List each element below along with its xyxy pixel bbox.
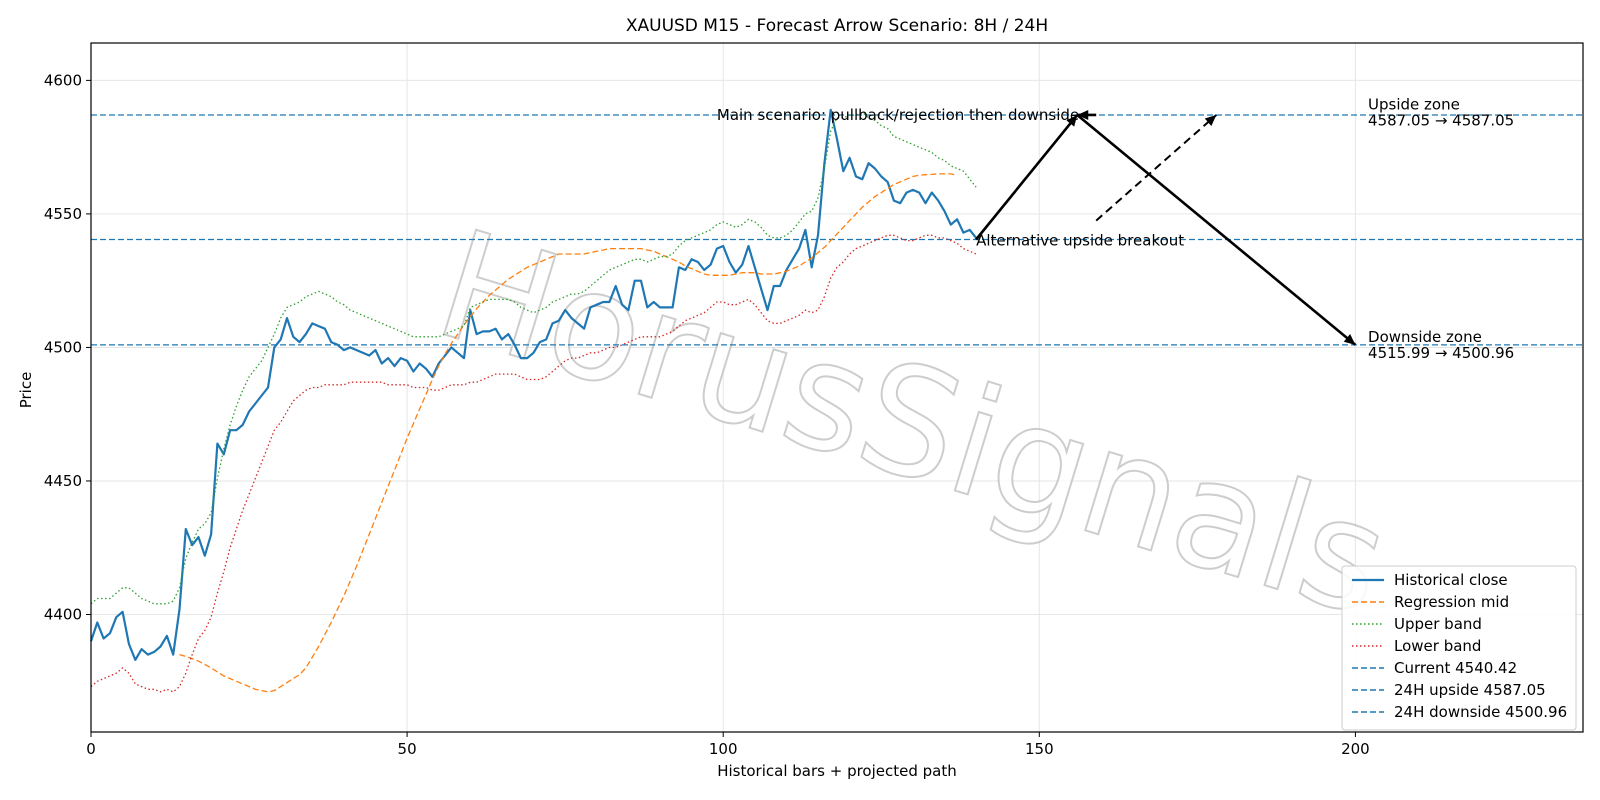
annotation-3: 4587.05 → 4587.05 bbox=[1368, 111, 1514, 129]
legend-label-5: 24H upside 4587.05 bbox=[1394, 681, 1546, 699]
series-line-0 bbox=[89, 108, 977, 662]
legend-label-2: Upper band bbox=[1394, 615, 1482, 633]
arrow-head-1 bbox=[1343, 334, 1356, 345]
y-tick-label: 4500 bbox=[44, 338, 82, 356]
annotation-1: Alternative upside breakout bbox=[976, 232, 1184, 250]
legend-label-3: Lower band bbox=[1394, 637, 1481, 655]
x-axis-label: Historical bars + projected path bbox=[717, 762, 957, 780]
y-tick-label: 4450 bbox=[44, 472, 82, 490]
legend-label-6: 24H downside 4500.96 bbox=[1394, 703, 1567, 721]
x-tick-label: 200 bbox=[1341, 740, 1370, 758]
annotation-0: Main scenario: pullback/rejection then d… bbox=[717, 106, 1079, 124]
annotation-2: Upside zone bbox=[1368, 95, 1460, 113]
arrow-head-0 bbox=[1066, 114, 1078, 127]
chart-title: XAUUSD M15 - Forecast Arrow Scenario: 8H… bbox=[626, 16, 1048, 36]
y-axis: 4400 4450 4500 4550 4600 bbox=[44, 71, 91, 623]
series-line-2 bbox=[90, 111, 977, 605]
annotation-4: Downside zone bbox=[1368, 328, 1482, 346]
arrow-line-0 bbox=[975, 114, 1079, 241]
legend-label-4: Current 4540.42 bbox=[1394, 659, 1517, 677]
hlines bbox=[91, 114, 1583, 346]
series-line-1 bbox=[179, 173, 958, 693]
arrow-line-1 bbox=[1076, 113, 1357, 346]
x-tick-label: 0 bbox=[86, 740, 96, 758]
x-tick-label: 150 bbox=[1025, 740, 1054, 758]
legend-box bbox=[1341, 565, 1577, 731]
legend: Historical close Regression mid Upper band… bbox=[1341, 565, 1577, 731]
annotations-layer: Main scenario: pullback/rejection then d… bbox=[717, 95, 1514, 361]
x-tick-label: 50 bbox=[398, 740, 417, 758]
x-tick-label: 100 bbox=[709, 740, 738, 758]
plot-frame bbox=[90, 42, 1584, 733]
y-tick-label: 4400 bbox=[44, 605, 82, 623]
x-axis: 0 50 100 150 200 bbox=[86, 732, 1370, 758]
arrow-head-2 bbox=[1077, 109, 1089, 120]
y-tick-label: 4550 bbox=[44, 205, 82, 223]
legend-label-1: Regression mid bbox=[1394, 593, 1509, 611]
y-axis-label: Price bbox=[17, 372, 35, 409]
annotation-5: 4515.99 → 4500.96 bbox=[1368, 344, 1514, 362]
series-layer bbox=[89, 108, 977, 693]
y-tick-label: 4600 bbox=[44, 71, 82, 89]
legend-label-0: Historical close bbox=[1394, 571, 1508, 589]
arrow-line-3 bbox=[1095, 114, 1217, 222]
arrow-head-3 bbox=[1204, 114, 1217, 126]
arrows-layer bbox=[975, 109, 1357, 346]
